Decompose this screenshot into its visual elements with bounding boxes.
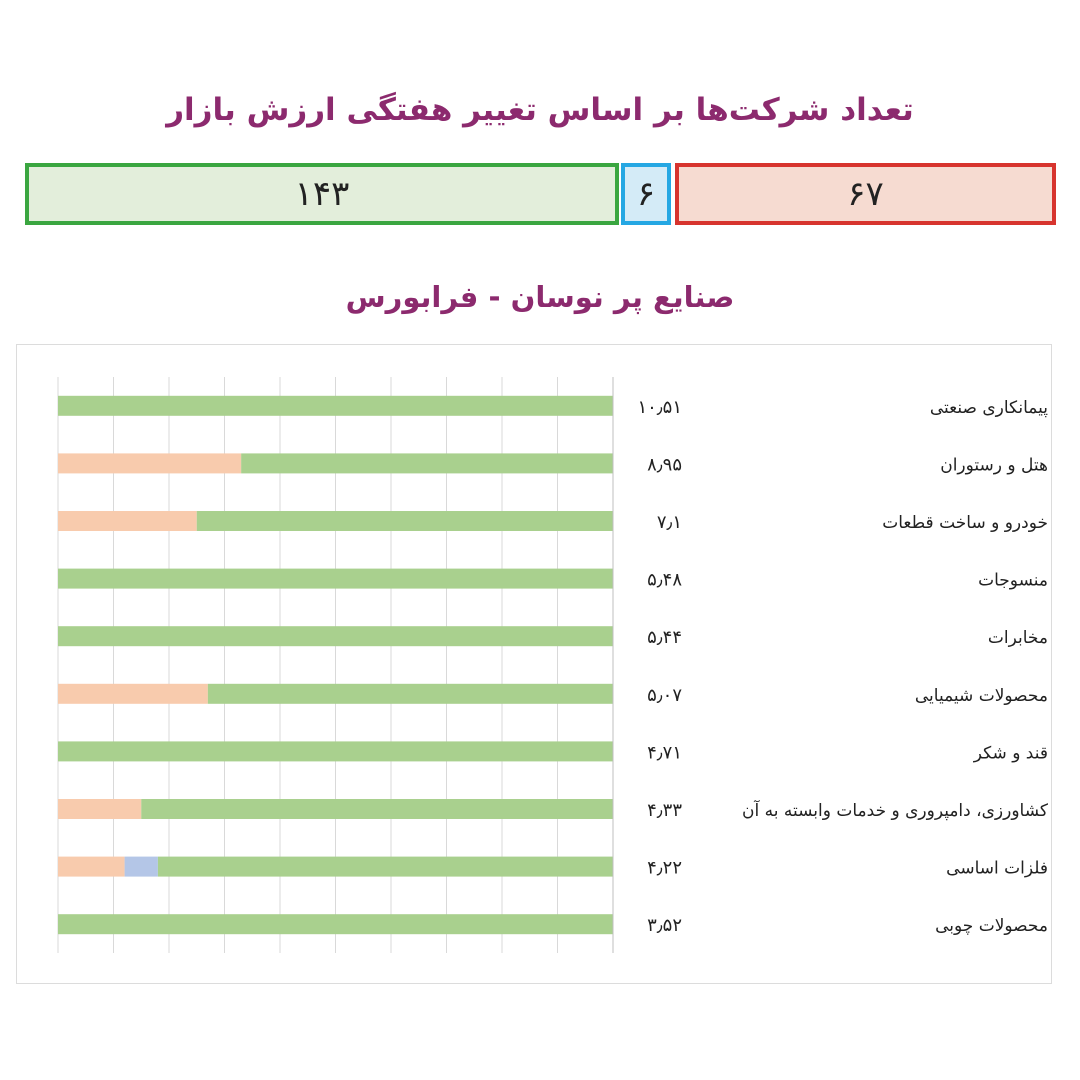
page-title: تعداد شرکت‌ها بر اساس تغییر هفتگی ارزش ب… [166,92,914,128]
bar-segment [58,683,208,704]
summary-up-count: ۱۴۳ [294,174,350,214]
value-label: ۳٫۵۲ [647,915,682,936]
value-label: ۴٫۳۳ [647,800,682,821]
chart-frame: ۱۰٫۵۱ پیمانکاری صنعتی ۸٫۹۵ هتل و رستوران ۷٫۱… [16,344,1052,984]
category-label: قند و شکر [973,743,1048,763]
bar-segment [196,511,613,531]
bar-segment [58,626,613,647]
category-label: محصولات شیمیایی [915,686,1048,706]
value-label: ۵٫۴۸ [647,570,682,591]
bar-segment [58,799,142,819]
summary-flat-count: ۶ [636,174,656,214]
category-label: محصولات چوبی [935,916,1048,936]
value-label: ۵٫۰۷ [647,685,682,706]
chart-title: صنایع پر نوسان - فرابورس [345,280,735,314]
category-label: خودرو و ساخت قطعات [882,513,1048,533]
bar-segment [58,453,242,474]
bar-segment [241,453,613,474]
value-label: ۴٫۲۲ [647,858,682,879]
category-label: منسوجات [978,571,1048,591]
category-label: پیمانکاری صنعتی [930,398,1048,418]
bar-segment [157,856,613,877]
value-label: ۸٫۹۵ [647,454,682,475]
bar-segment [124,856,158,877]
value-label: ۴٫۷۱ [647,742,682,763]
category-label: فلزات اساسی [946,859,1048,879]
bar-segment [58,914,613,935]
value-label: ۱۰٫۵۱ [637,397,682,418]
bar-segment [207,683,613,704]
bar-segment [58,741,613,762]
summary-flat-box: ۶ [621,163,671,225]
bar-segment [58,395,613,416]
bar-segment [141,799,613,819]
category-label: کشاورزی، دامپروری و خدمات وابسته به آن [742,799,1049,821]
summary-down-count: ۶۷ [847,174,884,214]
bar-segment [58,511,197,531]
summary-up-box: ۱۴۳ [25,163,619,225]
value-label: ۵٫۴۴ [647,627,682,648]
bar-segment [58,568,613,589]
value-label: ۷٫۱ [657,512,682,533]
bar-chart: ۱۰٫۵۱ پیمانکاری صنعتی ۸٫۹۵ هتل و رستوران ۷٫۱… [57,377,1049,953]
category-label: مخابرات [988,628,1048,648]
summary-down-box: ۶۷ [675,163,1056,225]
category-label: هتل و رستوران [940,455,1048,475]
bar-segment [58,856,125,877]
